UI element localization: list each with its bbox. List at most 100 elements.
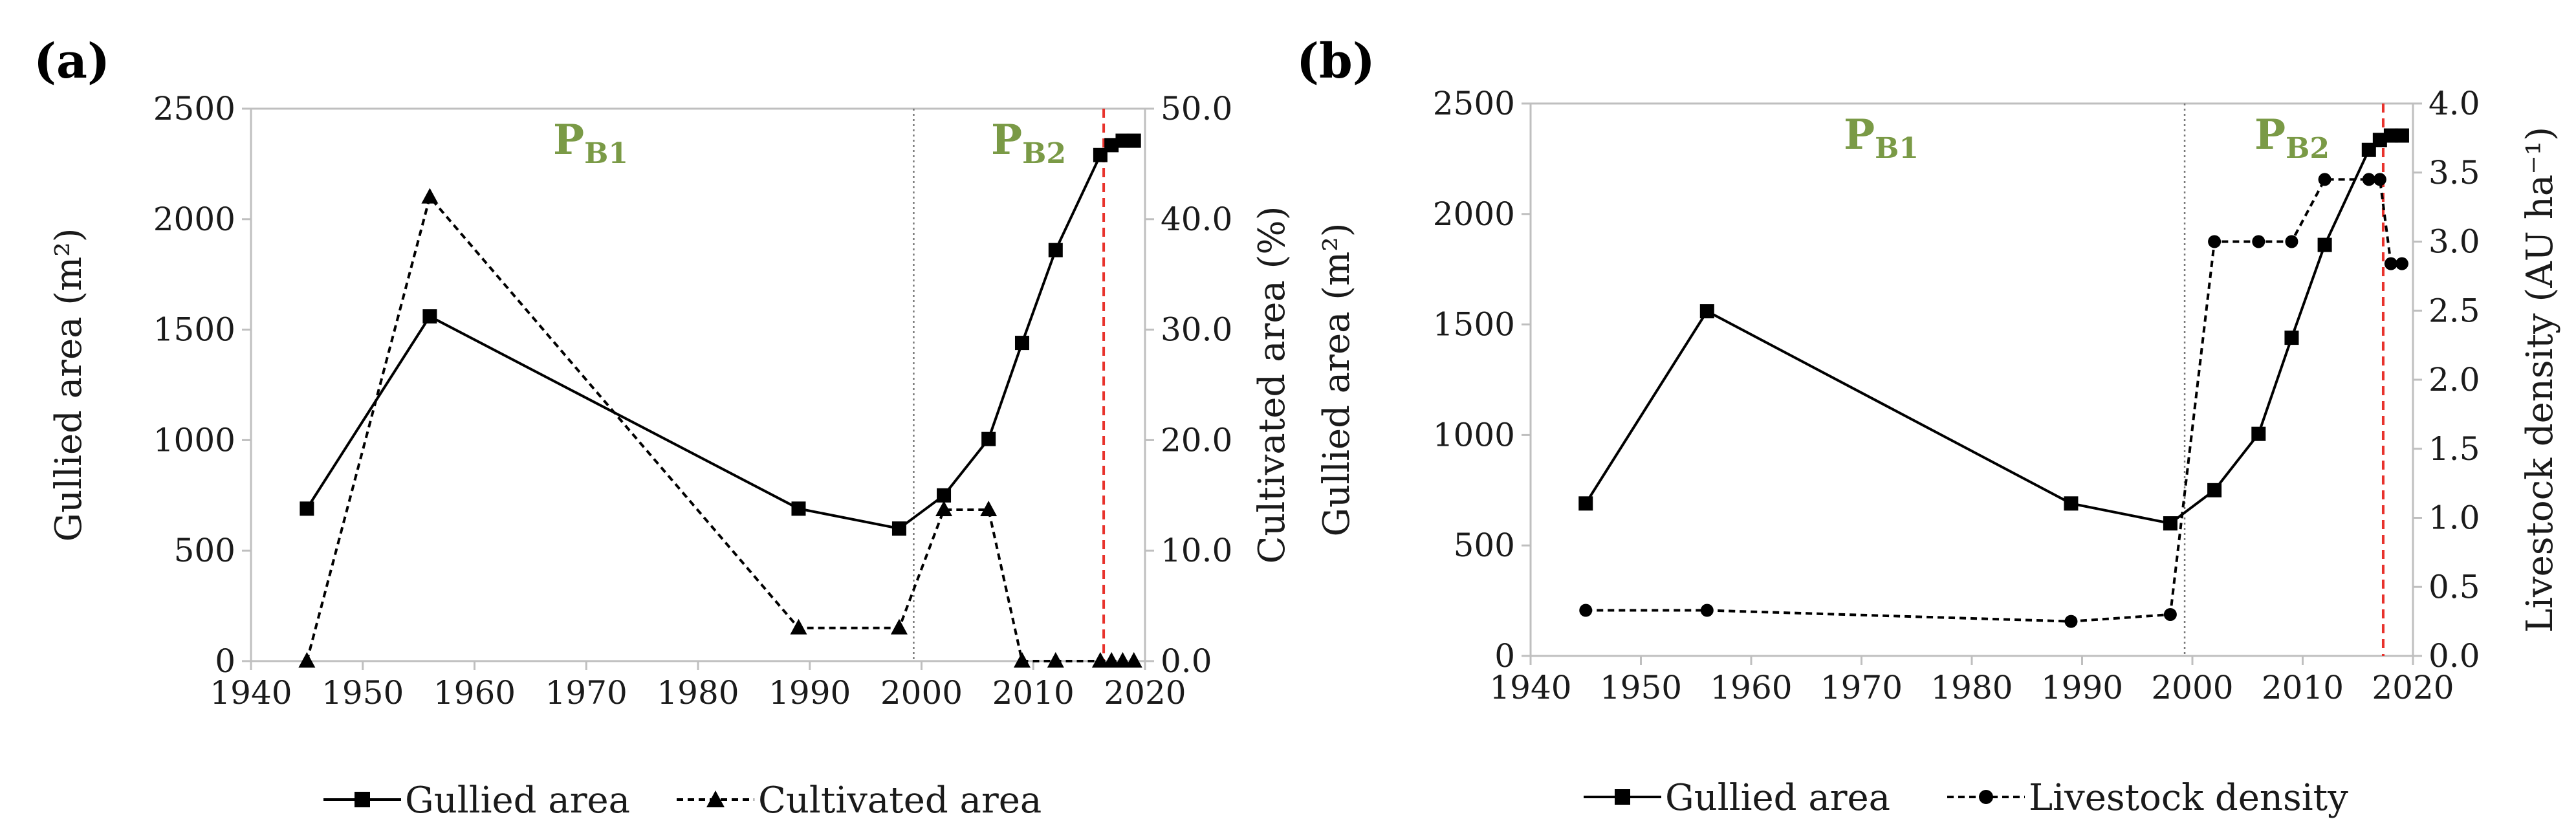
x-tick-label: 2010 xyxy=(2262,669,2344,706)
marker-gullied-area xyxy=(1104,138,1119,153)
y-tick-label-left: 0 xyxy=(1494,637,1515,675)
marker-cultivated-area xyxy=(1114,652,1131,668)
marker-gullied-area xyxy=(1578,496,1593,511)
series-line-cultivated-area xyxy=(305,194,1134,662)
legend-gullied-label: Gullied area xyxy=(405,779,630,822)
y-tick-label-left: 1000 xyxy=(1433,416,1515,453)
period-label-b2: PB2 xyxy=(991,116,1066,170)
y-tick-label-right: 2.0 xyxy=(2429,361,2480,398)
x-tick-label: 2000 xyxy=(2151,669,2233,706)
panel-a-legend: Gullied area Cultivated area xyxy=(323,779,1042,822)
x-tick-label: 1980 xyxy=(657,674,739,712)
y-tick-label-left: 0 xyxy=(215,642,235,680)
x-tick-label: 2020 xyxy=(2372,669,2454,706)
legend-livestock-marker xyxy=(1979,790,1993,804)
y-tick-label-left: 2000 xyxy=(153,201,235,238)
legend-gullied-marker xyxy=(1615,789,1630,805)
marker-cultivated-area xyxy=(1047,652,1064,668)
y-tick-label-left: 500 xyxy=(174,532,235,569)
marker-gullied-area xyxy=(891,521,906,536)
x-tick-label: 1970 xyxy=(1820,669,1903,706)
x-tick-label: 1990 xyxy=(769,674,851,712)
x-tick-label: 1990 xyxy=(2041,669,2123,706)
x-tick-label: 1950 xyxy=(1600,669,1682,706)
y-tick-label-right: 0.5 xyxy=(2429,568,2480,605)
series-line-gullied-area xyxy=(1584,134,2402,525)
marker-gullied-area xyxy=(300,501,314,516)
marker-gullied-area xyxy=(2207,483,2222,497)
y-tick-label-right: 30.0 xyxy=(1161,311,1232,349)
marker-livestock-density xyxy=(1700,604,1714,617)
y-tick-label-left: 2000 xyxy=(1433,195,1515,233)
y-tick-label-right: 20.0 xyxy=(1161,421,1232,459)
marker-cultivated-area xyxy=(298,652,316,668)
marker-gullied-area xyxy=(2163,516,2178,531)
x-tick-label: 1940 xyxy=(1489,669,1571,706)
y-tick-label-left: 2500 xyxy=(1433,85,1515,122)
x-tick-label: 1950 xyxy=(322,674,404,712)
y-tick-label-right: 0.0 xyxy=(1161,642,1212,680)
y-tick-label-right: 10.0 xyxy=(1161,532,1232,569)
marker-livestock-density xyxy=(2252,235,2265,248)
y-axis-title-left: Gullied area (m²) xyxy=(1316,223,1358,536)
marker-livestock-density xyxy=(2373,173,2386,186)
panel-a-label: (a) xyxy=(34,34,110,89)
y-tick-label-right: 4.0 xyxy=(2429,85,2480,122)
marker-gullied-area xyxy=(791,501,806,516)
y-tick-label-right: 1.5 xyxy=(2429,430,2480,468)
marker-cultivated-area xyxy=(935,501,953,517)
x-tick-label: 1970 xyxy=(545,674,628,712)
y-tick-label-right: 1.0 xyxy=(2429,499,2480,537)
panel-b: (b) 1940 1950 1960 1970 1980 1990 2000 2010 2020… xyxy=(1296,34,2561,819)
marker-gullied-area xyxy=(2284,331,2299,345)
x-tick-label: 1940 xyxy=(210,674,292,712)
legend-livestock-label: Livestock density xyxy=(2029,777,2348,819)
legend-cultivated-marker xyxy=(706,790,725,807)
marker-livestock-density xyxy=(2362,173,2375,186)
marker-cultivated-area xyxy=(421,188,439,204)
y-tick-label-right: 0.0 xyxy=(2429,637,2480,675)
y-axis-title-right: Livestock density (AU ha⁻¹) xyxy=(2519,127,2561,633)
series-line-livestock-density xyxy=(1586,178,2402,623)
marker-livestock-density xyxy=(2318,173,2331,186)
marker-livestock-density xyxy=(2384,257,2397,270)
marker-livestock-density xyxy=(1579,604,1593,617)
marker-livestock-density xyxy=(2208,235,2221,248)
marker-livestock-density xyxy=(2285,235,2298,248)
marker-gullied-area xyxy=(422,309,437,324)
legend-gullied-marker xyxy=(355,792,370,807)
marker-gullied-area xyxy=(1115,133,1130,148)
y-tick-label-right: 3.0 xyxy=(2429,223,2480,261)
marker-livestock-density xyxy=(2163,607,2177,621)
marker-gullied-area xyxy=(1048,243,1063,257)
marker-gullied-area xyxy=(1699,304,1714,319)
marker-livestock-density xyxy=(2395,257,2408,270)
marker-cultivated-area xyxy=(790,618,807,635)
marker-gullied-area xyxy=(2317,237,2332,252)
period-label-b1: PB1 xyxy=(553,116,628,170)
marker-gullied-area xyxy=(1093,147,1108,162)
marker-cultivated-area xyxy=(1013,652,1031,668)
marker-cultivated-area xyxy=(1091,652,1109,668)
marker-gullied-area xyxy=(981,431,996,446)
marker-cultivated-area xyxy=(1125,652,1142,668)
y-axis-title-left: Gullied area (m²) xyxy=(48,228,90,541)
marker-gullied-area xyxy=(2383,128,2398,143)
y-tick-label-left: 1500 xyxy=(1433,306,1515,343)
x-tick-label: 1980 xyxy=(1930,669,2013,706)
x-tick-label: 2020 xyxy=(1104,674,1186,712)
marker-gullied-area xyxy=(2394,128,2409,143)
marker-gullied-area xyxy=(2372,133,2387,147)
y-tick-label-left: 500 xyxy=(1454,527,1515,564)
y-tick-label-left: 1000 xyxy=(153,421,235,459)
x-tick-label: 2000 xyxy=(880,674,963,712)
marker-cultivated-area xyxy=(1103,652,1120,668)
panel-b-label: (b) xyxy=(1296,34,1375,89)
marker-gullied-area xyxy=(2361,142,2376,157)
panel-b-legend: Gullied area Livestock density xyxy=(1584,777,2348,819)
y-tick-label-right: 50.0 xyxy=(1161,90,1232,127)
panel-a: (a) 1940 1950 1960 1970 1980 1990 2000 2010 2020… xyxy=(34,34,1293,822)
marker-gullied-area xyxy=(937,488,952,503)
x-tick-label: 1960 xyxy=(433,674,516,712)
